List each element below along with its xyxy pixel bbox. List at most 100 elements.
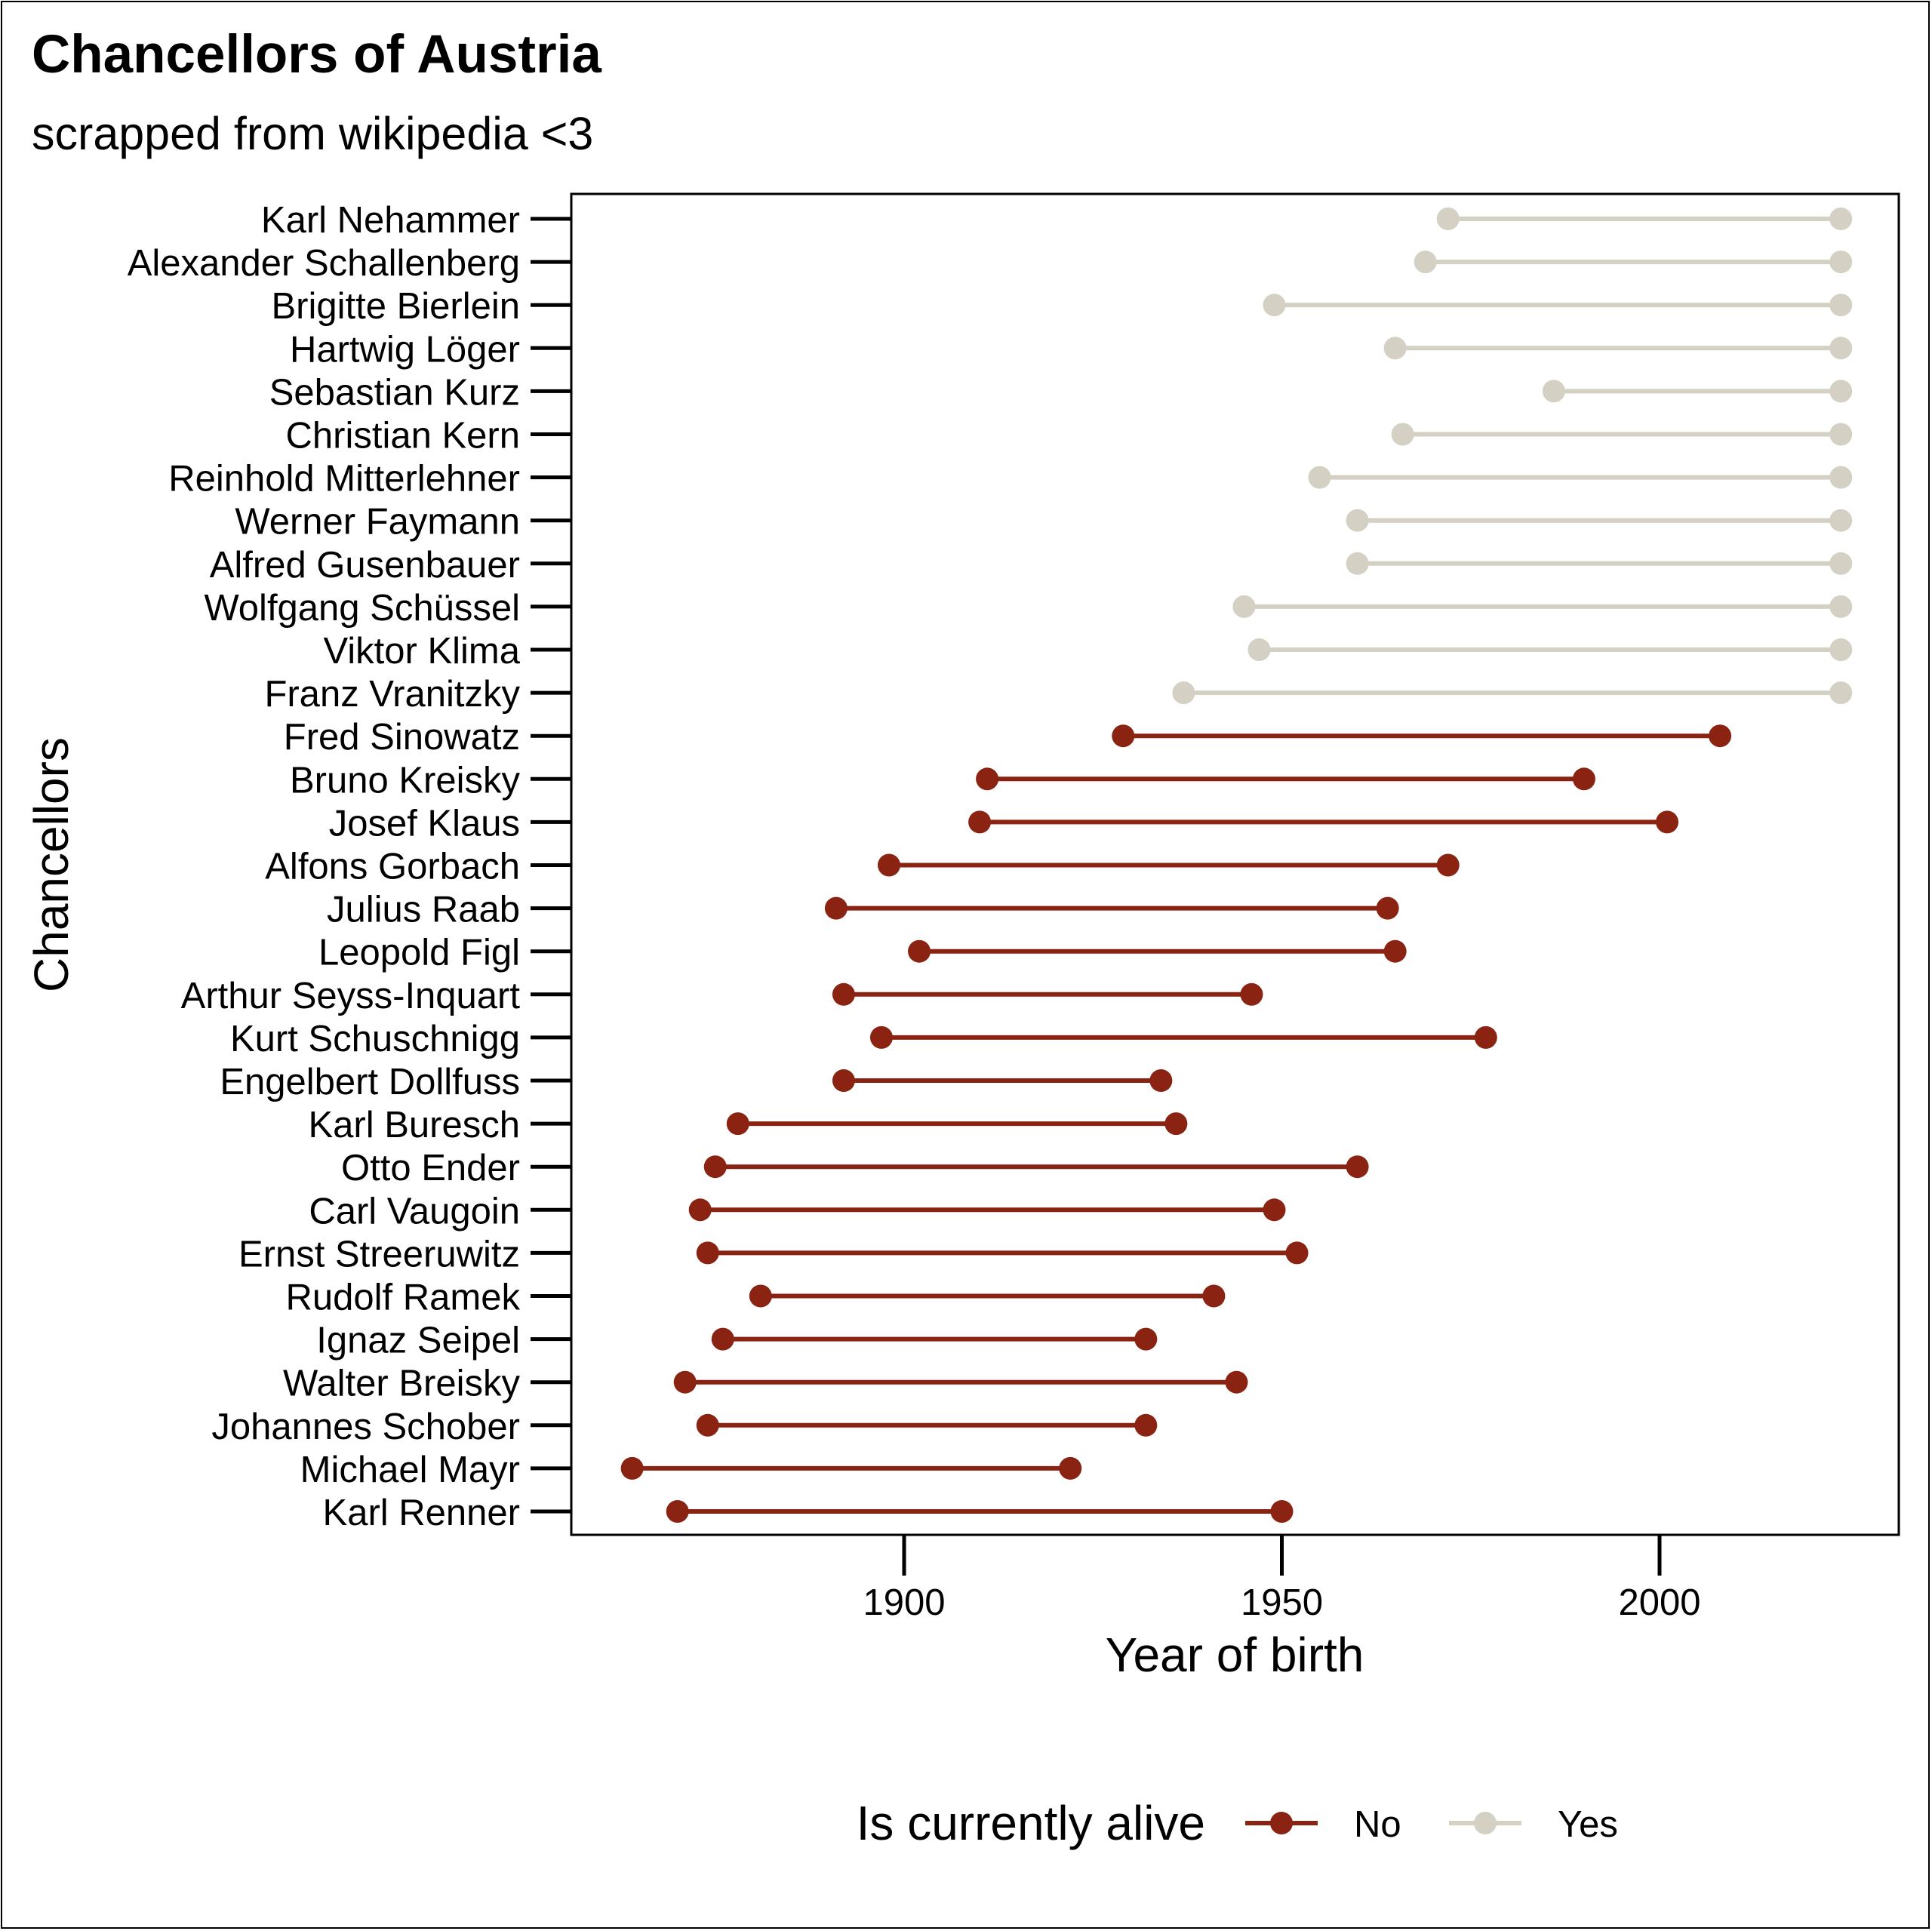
start-point bbox=[711, 1327, 734, 1351]
chart-title: Chancellors of Austria bbox=[32, 25, 601, 85]
end-point bbox=[1829, 294, 1853, 317]
end-point bbox=[1829, 380, 1853, 403]
start-point bbox=[824, 896, 848, 920]
start-point bbox=[673, 1370, 697, 1394]
start-point bbox=[620, 1456, 644, 1480]
end-point bbox=[1376, 896, 1399, 920]
x-tick-label: 1950 bbox=[1241, 1582, 1323, 1623]
legend-key-point bbox=[1270, 1812, 1293, 1834]
end-point bbox=[1164, 1112, 1188, 1136]
start-point bbox=[749, 1284, 772, 1308]
y-tick-label: Werner Faymann bbox=[235, 502, 520, 543]
y-tick-label: Ernst Streeruwitz bbox=[238, 1234, 520, 1275]
end-point bbox=[1059, 1456, 1082, 1480]
y-tick-label: Reinhold Mitterlehner bbox=[168, 459, 520, 500]
y-tick-label: Kurt Schuschnigg bbox=[230, 1019, 520, 1059]
start-point bbox=[726, 1112, 749, 1136]
y-tick-label: Arthur Seyss-Inquart bbox=[181, 976, 521, 1016]
start-point bbox=[976, 767, 999, 791]
y-tick-label: Fred Sinowatz bbox=[284, 717, 520, 758]
end-point bbox=[1829, 595, 1853, 618]
start-point bbox=[688, 1198, 712, 1222]
end-point bbox=[1474, 1025, 1497, 1049]
start-point bbox=[1346, 552, 1369, 575]
start-point bbox=[666, 1500, 689, 1523]
end-point bbox=[1346, 1155, 1369, 1179]
end-point bbox=[1829, 681, 1853, 705]
end-point bbox=[1202, 1284, 1226, 1308]
start-point bbox=[703, 1155, 727, 1179]
y-tick-label: Karl Renner bbox=[323, 1493, 520, 1533]
end-point bbox=[1829, 423, 1853, 446]
start-point bbox=[1232, 595, 1256, 618]
start-point bbox=[968, 810, 992, 834]
y-tick-label: Josef Klaus bbox=[329, 803, 520, 844]
start-point bbox=[1172, 681, 1195, 705]
chart-subtitle: scrapped from wikipedia <3 bbox=[32, 108, 593, 159]
y-tick-label: Julius Raab bbox=[327, 890, 520, 930]
y-tick-label: Carl Vaugoin bbox=[309, 1191, 520, 1231]
y-tick-label: Johannes Schober bbox=[211, 1407, 520, 1447]
y-tick-label: Wolfgang Schüssel bbox=[204, 588, 520, 629]
end-point bbox=[1656, 810, 1679, 834]
end-point bbox=[1285, 1241, 1309, 1265]
legend-label: Yes bbox=[1558, 1804, 1618, 1845]
legend-title: Is currently alive bbox=[857, 1796, 1205, 1850]
end-point bbox=[1270, 1500, 1294, 1523]
start-point bbox=[1436, 208, 1460, 230]
y-tick-label: Otto Ender bbox=[341, 1148, 520, 1188]
y-tick-label: Franz Vranitzky bbox=[264, 674, 520, 715]
start-point bbox=[1383, 337, 1407, 360]
start-point bbox=[832, 982, 855, 1006]
y-tick-label: Walter Breisky bbox=[283, 1364, 521, 1404]
end-point bbox=[1572, 767, 1595, 791]
end-point bbox=[1709, 724, 1732, 748]
end-point bbox=[1829, 552, 1853, 575]
end-point bbox=[1829, 337, 1853, 360]
start-point bbox=[1542, 380, 1565, 403]
y-tick-label: Brigitte Bierlein bbox=[271, 286, 520, 327]
y-tick-label: Alexander Schallenberg bbox=[128, 243, 520, 284]
y-tick-label: Rudolf Ramek bbox=[286, 1278, 521, 1318]
start-point bbox=[908, 939, 931, 963]
legend: Is currently alive No Yes bbox=[857, 1796, 1618, 1850]
x-axis: 1900 1950 2000 bbox=[863, 1535, 1701, 1623]
start-point bbox=[877, 853, 900, 877]
legend-label: No bbox=[1354, 1804, 1401, 1845]
y-tick-label: Sebastian Kurz bbox=[269, 372, 520, 413]
y-tick-label: Hartwig Löger bbox=[290, 329, 520, 370]
end-point bbox=[1829, 208, 1853, 230]
x-axis-label: Year of birth bbox=[1106, 1628, 1364, 1682]
end-point bbox=[1149, 1069, 1173, 1092]
end-point bbox=[1240, 982, 1263, 1006]
legend-key-point bbox=[1474, 1812, 1497, 1834]
end-point bbox=[1829, 638, 1853, 661]
end-point bbox=[1436, 853, 1460, 877]
end-point bbox=[1225, 1370, 1248, 1394]
y-axis-label: Chancellors bbox=[24, 737, 78, 992]
x-tick-label: 2000 bbox=[1618, 1582, 1700, 1623]
start-point bbox=[1346, 509, 1369, 532]
end-point bbox=[1134, 1327, 1158, 1351]
y-tick-label: Bruno Kreisky bbox=[290, 760, 521, 801]
y-tick-label: Karl Nehammer bbox=[261, 200, 520, 241]
start-point bbox=[832, 1069, 855, 1092]
start-point bbox=[696, 1413, 719, 1437]
start-point bbox=[1414, 251, 1437, 274]
y-tick-label: Michael Mayr bbox=[300, 1450, 520, 1490]
y-tick-label: Alfons Gorbach bbox=[265, 847, 520, 887]
start-point bbox=[1263, 294, 1286, 317]
x-tick-label: 1900 bbox=[863, 1582, 945, 1623]
end-point bbox=[1383, 939, 1407, 963]
y-tick-label: Ignaz Seipel bbox=[316, 1321, 520, 1361]
y-tick-label: Karl Buresch bbox=[308, 1105, 520, 1145]
end-point bbox=[1134, 1413, 1158, 1437]
end-point bbox=[1829, 509, 1853, 532]
end-point bbox=[1829, 466, 1853, 489]
start-point bbox=[1391, 423, 1414, 446]
y-tick-label: Engelbert Dollfuss bbox=[220, 1062, 520, 1102]
start-point bbox=[1247, 638, 1271, 661]
